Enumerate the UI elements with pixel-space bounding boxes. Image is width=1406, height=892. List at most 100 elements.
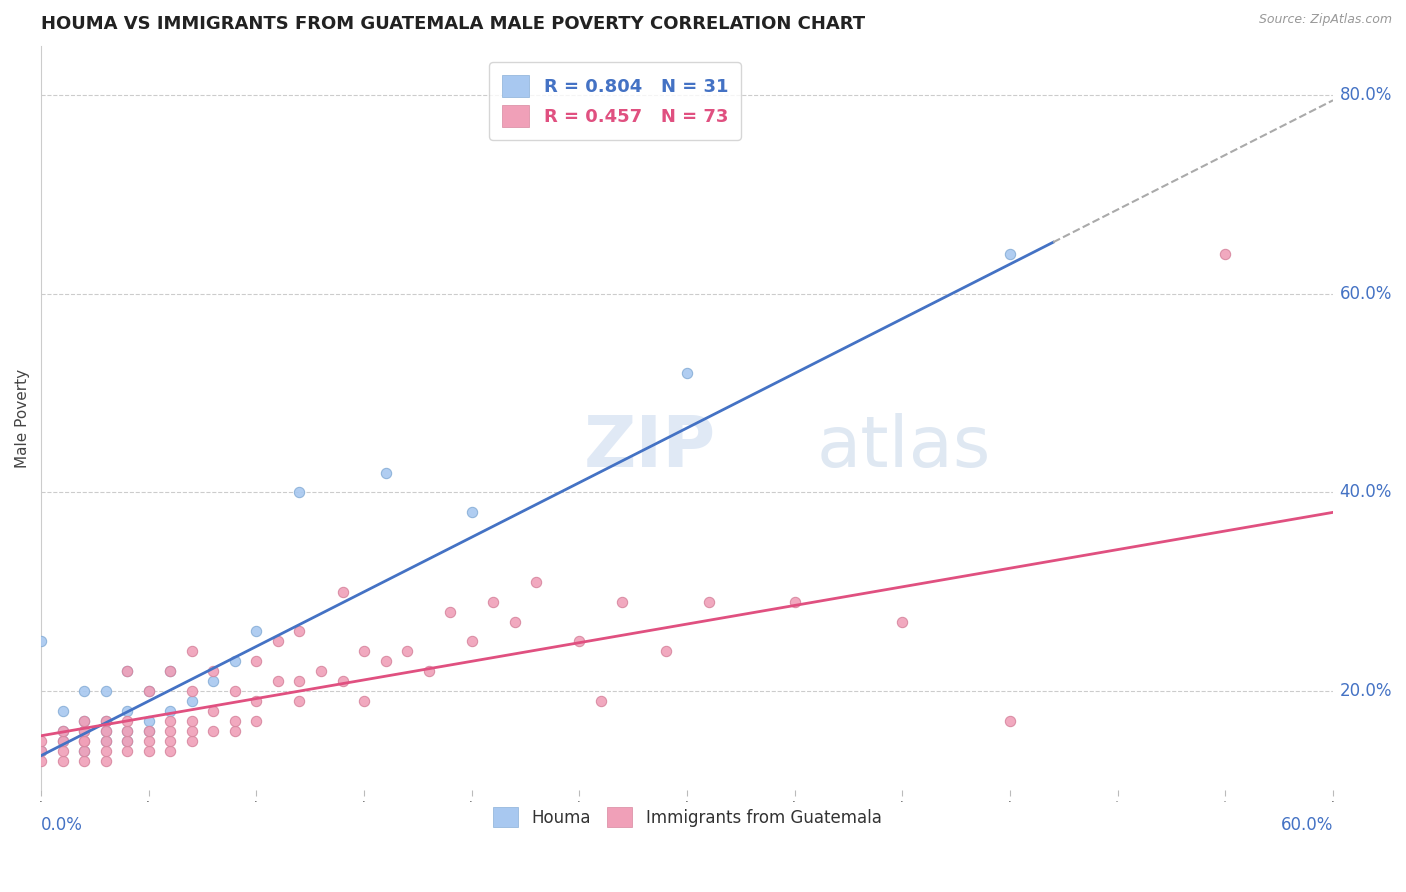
Point [73, 723, 96, 738]
Text: atlas: atlas [817, 413, 991, 483]
Point [224, 684, 246, 698]
Point [73, 733, 96, 747]
Text: HOUMA VS IMMIGRANTS FROM GUATEMALA MALE POVERTY CORRELATION CHART: HOUMA VS IMMIGRANTS FROM GUATEMALA MALE … [41, 15, 865, 33]
Text: ZIP: ZIP [583, 413, 716, 483]
Point [115, 664, 138, 678]
Point [94, 684, 117, 698]
Text: 0.0%: 0.0% [41, 816, 83, 834]
Point [202, 723, 225, 738]
Point [94, 714, 117, 728]
Point [52, 744, 75, 758]
Point [245, 654, 267, 668]
Point [138, 684, 160, 698]
Point [353, 644, 375, 658]
Point [30, 744, 52, 758]
Point [73, 744, 96, 758]
Point [115, 704, 138, 718]
Point [374, 654, 396, 668]
Point [94, 744, 117, 758]
Point [418, 664, 440, 678]
Point [73, 744, 96, 758]
Point [73, 754, 96, 768]
Point [461, 634, 484, 648]
Point [94, 754, 117, 768]
Point [180, 684, 202, 698]
Point [697, 595, 720, 609]
Point [94, 723, 117, 738]
Point [180, 644, 202, 658]
Point [612, 595, 634, 609]
Point [30, 754, 52, 768]
Point [94, 733, 117, 747]
Point [52, 733, 75, 747]
Point [138, 714, 160, 728]
Point [73, 714, 96, 728]
Point [30, 733, 52, 747]
Point [224, 723, 246, 738]
Point [138, 723, 160, 738]
Point [73, 733, 96, 747]
Text: Source: ZipAtlas.com: Source: ZipAtlas.com [1258, 13, 1392, 27]
Point [73, 684, 96, 698]
Point [202, 674, 225, 689]
Point [288, 624, 311, 639]
Point [180, 694, 202, 708]
Point [138, 723, 160, 738]
Point [654, 644, 676, 658]
Point [461, 505, 484, 519]
Point [138, 733, 160, 747]
Point [676, 367, 699, 381]
Text: 60.0%: 60.0% [1281, 816, 1333, 834]
Point [115, 714, 138, 728]
Point [288, 694, 311, 708]
Point [1215, 247, 1237, 261]
Point [998, 247, 1021, 261]
Point [267, 634, 290, 648]
Point [245, 714, 267, 728]
Point [224, 714, 246, 728]
Point [998, 714, 1021, 728]
Text: 60.0%: 60.0% [1340, 285, 1392, 303]
Y-axis label: Male Poverty: Male Poverty [15, 368, 30, 467]
Point [138, 744, 160, 758]
Point [202, 664, 225, 678]
Point [202, 704, 225, 718]
Point [396, 644, 419, 658]
Point [115, 723, 138, 738]
Point [353, 694, 375, 708]
Point [245, 694, 267, 708]
Point [374, 466, 396, 480]
Point [52, 723, 75, 738]
Point [94, 723, 117, 738]
Point [159, 704, 181, 718]
Point [288, 485, 311, 500]
Legend: Houma, Immigrants from Guatemala: Houma, Immigrants from Guatemala [486, 800, 889, 834]
Point [159, 664, 181, 678]
Point [288, 674, 311, 689]
Point [52, 733, 75, 747]
Point [503, 615, 526, 629]
Point [568, 634, 591, 648]
Point [245, 624, 267, 639]
Point [332, 674, 354, 689]
Point [159, 714, 181, 728]
Point [159, 664, 181, 678]
Text: 40.0%: 40.0% [1340, 483, 1392, 501]
Point [115, 664, 138, 678]
Point [180, 723, 202, 738]
Point [159, 733, 181, 747]
Point [267, 674, 290, 689]
Point [783, 595, 806, 609]
Point [482, 595, 505, 609]
Point [159, 723, 181, 738]
Point [73, 714, 96, 728]
Point [589, 694, 612, 708]
Text: 20.0%: 20.0% [1340, 682, 1392, 700]
Point [115, 723, 138, 738]
Point [891, 615, 914, 629]
Point [94, 733, 117, 747]
Point [138, 684, 160, 698]
Point [73, 723, 96, 738]
Point [309, 664, 332, 678]
Point [115, 733, 138, 747]
